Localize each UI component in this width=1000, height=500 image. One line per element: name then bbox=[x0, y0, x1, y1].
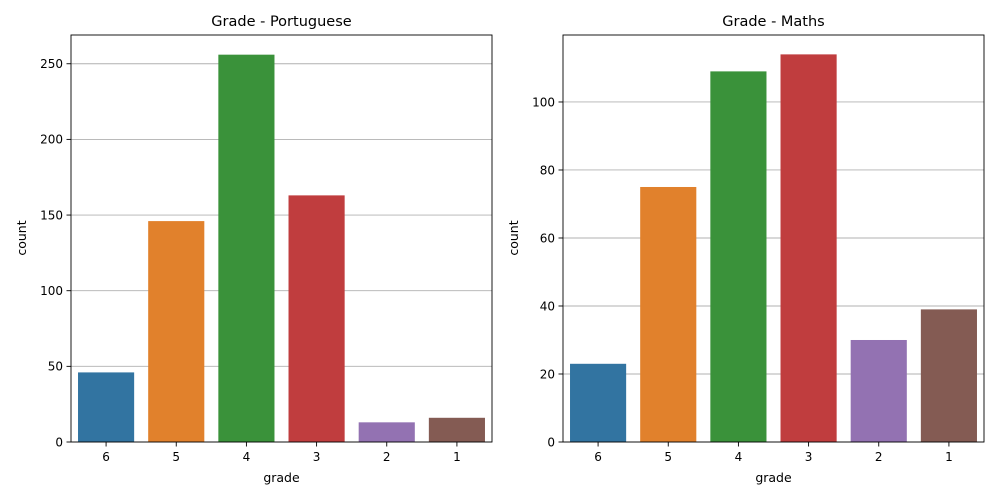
bar-grade-4 bbox=[218, 54, 275, 443]
x-tick-label: 6 bbox=[594, 450, 602, 464]
y-tick-label: 100 bbox=[40, 284, 63, 298]
x-tick-label: 2 bbox=[383, 450, 391, 464]
bar-grade-4 bbox=[710, 71, 767, 443]
y-tick-label: 0 bbox=[55, 435, 63, 449]
bar-grade-5 bbox=[640, 186, 697, 442]
x-tick-label: 4 bbox=[243, 450, 251, 464]
y-tick-label: 100 bbox=[532, 95, 555, 109]
y-tick-label: 250 bbox=[40, 57, 63, 71]
x-tick-label: 5 bbox=[172, 450, 180, 464]
bar-grade-6 bbox=[78, 372, 135, 442]
x-tick-label: 3 bbox=[313, 450, 321, 464]
bar-grade-1 bbox=[920, 309, 977, 442]
y-axis-label: count bbox=[14, 220, 29, 255]
chart-title: Grade - Maths bbox=[722, 14, 824, 30]
y-axis-label: count bbox=[506, 220, 521, 255]
plot-frame bbox=[70, 34, 493, 443]
y-tick-label: 40 bbox=[540, 299, 555, 313]
y-tick-label: 200 bbox=[40, 133, 63, 147]
y-tick-label: 0 bbox=[547, 435, 555, 449]
x-tick-label: 5 bbox=[664, 450, 672, 464]
bar-grade-2 bbox=[358, 422, 415, 442]
x-tick-label: 1 bbox=[945, 450, 953, 464]
chart-maths: 0 20 40 60 80 100 6 5 4 3 2 1 Grade - Maths grade c… bbox=[506, 14, 985, 485]
chart-title: Grade - Portuguese bbox=[211, 14, 351, 30]
bar-grade-1 bbox=[428, 417, 485, 442]
x-tick-label: 1 bbox=[453, 450, 461, 464]
x-axis-label: grade bbox=[755, 470, 792, 485]
bar-grade-3 bbox=[780, 54, 837, 442]
x-axis-label: grade bbox=[263, 470, 300, 485]
plot-frame bbox=[562, 34, 985, 443]
x-tick-label: 2 bbox=[875, 450, 883, 464]
bar-grade-2 bbox=[850, 339, 907, 442]
bar-grade-5 bbox=[148, 221, 205, 442]
y-tick-label: 50 bbox=[48, 360, 63, 374]
bar-grade-3 bbox=[288, 195, 345, 442]
chart-portuguese: 0 50 100 150 200 250 6 5 4 3 2 1 Grade - Portuguese… bbox=[14, 14, 493, 485]
x-tick-label: 4 bbox=[735, 450, 743, 464]
y-tick-label: 80 bbox=[540, 163, 555, 177]
y-tick-label: 60 bbox=[540, 231, 555, 245]
x-tick-label: 6 bbox=[102, 450, 110, 464]
y-tick-label: 150 bbox=[40, 208, 63, 222]
x-tick-label: 3 bbox=[805, 450, 813, 464]
bar-grade-6 bbox=[570, 363, 627, 442]
y-tick-label: 20 bbox=[540, 367, 555, 381]
